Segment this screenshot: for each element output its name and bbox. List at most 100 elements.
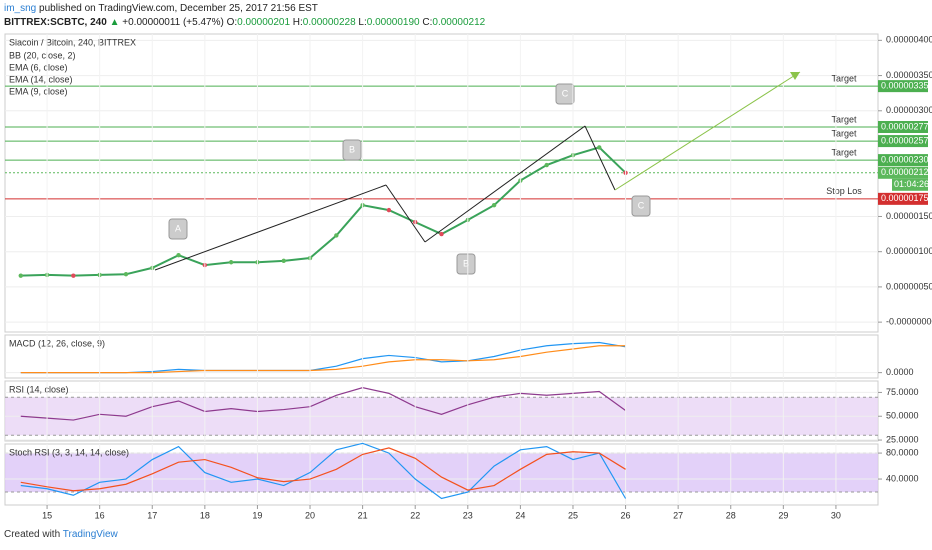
candle-point (334, 233, 339, 238)
level-label: 0.00000257 (881, 135, 929, 145)
x-tick-label: 18 (200, 510, 210, 520)
pane-frame (4, 334, 879, 379)
level-label: 0.00000212 (881, 167, 929, 177)
indicator-label: EMA (9, close) (9, 86, 68, 96)
x-tick-label: 27 (673, 510, 683, 520)
y-tick-label: 0.00000100 (886, 246, 932, 256)
x-tick-label: 16 (95, 510, 105, 520)
level-name: Target (831, 114, 857, 124)
author[interactable]: im_sng (4, 3, 37, 14)
countdown: 01:04:26 (894, 179, 929, 189)
x-tick-label: 21 (358, 510, 368, 520)
y-tick-label: 25.0000 (886, 434, 919, 444)
level-label: 0.00000175 (881, 193, 929, 203)
brand[interactable]: TradingView (62, 529, 118, 540)
x-tick-label: 22 (410, 510, 420, 520)
candle-point (597, 145, 602, 150)
pane-title: MACD (12, 26, close, 9) (9, 338, 105, 348)
ohlc-key: C: (422, 17, 433, 28)
x-tick-label: 25 (568, 510, 578, 520)
y-tick-label: 80.0000 (886, 447, 919, 457)
published: published on TradingView.com, December 2… (39, 3, 318, 14)
y-tick-label: 40.0000 (886, 473, 919, 483)
level-name: Stop Los (826, 186, 862, 196)
ohlc-value: 0.00000212 (432, 17, 486, 28)
candle-point (544, 162, 549, 168)
ohlc-value: 0.00000201 (237, 17, 291, 28)
y-tick-label: 50.0000 (886, 411, 919, 421)
countdown-badge (892, 178, 928, 191)
pane-title: Siacoin / Bitcoin, 240, BITTREX (9, 37, 136, 47)
callout-label: A (175, 223, 181, 233)
series-line (20, 442, 627, 500)
level-badge (878, 192, 928, 205)
pane-frame (4, 33, 879, 333)
indicator-label: BB (20, close, 2) (9, 50, 76, 60)
callout (631, 195, 651, 217)
callout-label: B (349, 144, 355, 154)
level-badge (878, 80, 928, 93)
callout (456, 253, 476, 275)
x-tick-label: 20 (305, 510, 315, 520)
y-tick-label: -0.00000000 (886, 317, 932, 327)
candle-point (281, 258, 286, 264)
pattern-line (584, 125, 616, 191)
pattern-line (154, 184, 387, 271)
y-tick-label: 75.0000 (886, 387, 919, 397)
pattern-line (385, 184, 426, 243)
level-name: Target (831, 147, 857, 157)
x-tick-label: 29 (778, 510, 788, 520)
x-tick-label: 30 (831, 510, 841, 520)
change: +0.00000011 (+5.47%) (122, 17, 224, 28)
pattern-line (424, 125, 586, 243)
candle-point (439, 231, 444, 237)
x-tick-label: 15 (42, 510, 52, 520)
y-tick-label: 0.00000400 (886, 35, 932, 45)
level-label: 0.00000335 (881, 81, 929, 91)
candle-point (18, 273, 23, 278)
x-tick-label: 17 (147, 510, 157, 520)
ohlc-value: 0.00000228 (302, 17, 356, 28)
series-line (20, 146, 627, 277)
ohlc-key: H: (292, 17, 303, 28)
level-badge (878, 166, 928, 179)
pattern-line (614, 71, 801, 191)
y-tick-label: 0.0000 (886, 367, 914, 377)
candle-point (386, 207, 392, 213)
footer: Created with TradingView (4, 529, 118, 540)
chart: 0.00000400 0.00000350 0.00000300 0.00000150… (4, 33, 932, 521)
x-tick-label: 24 (515, 510, 525, 520)
callout (342, 139, 362, 161)
ohlc: O:0.00000201 H:0.00000228 L:0.00000190 C… (227, 17, 486, 28)
candle-point (71, 273, 76, 278)
series-line (20, 387, 626, 421)
series-line (20, 345, 626, 374)
indicator-label: EMA (6, close) (9, 62, 68, 72)
target-arrowhead (790, 72, 800, 80)
x-tick-label: 26 (621, 510, 631, 520)
candle-point (228, 260, 234, 265)
level-badge (878, 135, 928, 148)
header: im_sng published on TradingView.com, Dec… (4, 3, 486, 28)
level-label: 0.00000277 (881, 121, 929, 131)
x-tick-label: 28 (726, 510, 736, 520)
y-tick-label: 0.00000300 (886, 105, 932, 115)
y-tick-label: 0.00000350 (886, 70, 932, 80)
callout (168, 218, 188, 240)
band (5, 453, 878, 493)
series-line (20, 341, 626, 374)
callout (555, 83, 575, 105)
x-tick-label: 23 (463, 510, 473, 520)
series-line (20, 447, 626, 492)
y-tick-label: 0.00000050 (886, 281, 932, 291)
callout-label: C (638, 200, 645, 210)
callout-label: C (562, 88, 569, 98)
footer-text: Created with (4, 529, 61, 540)
level-badge (878, 154, 928, 167)
indicator-label: EMA (14, close) (9, 74, 73, 84)
candle-point (123, 272, 129, 277)
level-name: Target (831, 74, 857, 84)
ohlc-key: L: (358, 17, 367, 28)
symbol: BITTREX:SCBTC, 240 (4, 17, 107, 28)
